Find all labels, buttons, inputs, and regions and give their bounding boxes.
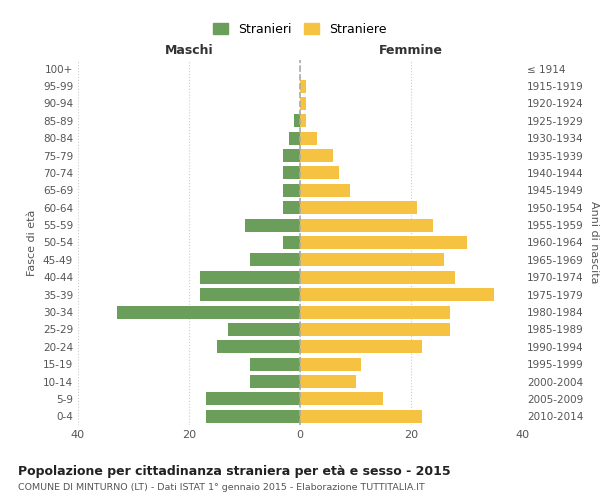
Bar <box>206 410 300 423</box>
Bar <box>300 358 361 370</box>
Bar <box>300 149 334 162</box>
Bar <box>283 184 300 197</box>
Bar <box>300 166 339 179</box>
Legend: Stranieri, Straniere: Stranieri, Straniere <box>209 19 391 40</box>
Bar <box>300 132 317 144</box>
Bar <box>250 358 300 370</box>
Bar <box>295 114 300 128</box>
Y-axis label: Fasce di età: Fasce di età <box>28 210 37 276</box>
Bar <box>300 254 444 266</box>
Bar <box>300 184 350 197</box>
Bar <box>283 201 300 214</box>
Bar <box>300 218 433 232</box>
Text: Femmine: Femmine <box>379 44 443 57</box>
Bar <box>300 288 494 301</box>
Bar <box>245 218 300 232</box>
Y-axis label: Anni di nascita: Anni di nascita <box>589 201 599 284</box>
Bar <box>283 149 300 162</box>
Bar <box>228 323 300 336</box>
Bar <box>283 236 300 249</box>
Bar <box>217 340 300 353</box>
Bar <box>300 392 383 406</box>
Bar <box>300 201 416 214</box>
Bar <box>200 288 300 301</box>
Text: COMUNE DI MINTURNO (LT) - Dati ISTAT 1° gennaio 2015 - Elaborazione TUTTITALIA.I: COMUNE DI MINTURNO (LT) - Dati ISTAT 1° … <box>18 482 425 492</box>
Bar <box>117 306 300 318</box>
Bar <box>206 392 300 406</box>
Text: Maschi: Maschi <box>164 44 214 57</box>
Bar <box>283 166 300 179</box>
Bar <box>300 270 455 284</box>
Bar <box>300 97 305 110</box>
Bar <box>289 132 300 144</box>
Text: Popolazione per cittadinanza straniera per età e sesso - 2015: Popolazione per cittadinanza straniera p… <box>18 465 451 478</box>
Bar <box>300 340 422 353</box>
Bar <box>300 80 305 92</box>
Bar <box>200 270 300 284</box>
Bar <box>300 410 422 423</box>
Bar <box>300 236 467 249</box>
Bar <box>300 306 450 318</box>
Bar <box>250 375 300 388</box>
Bar <box>300 375 355 388</box>
Bar <box>300 323 450 336</box>
Bar <box>300 114 305 128</box>
Bar <box>250 254 300 266</box>
